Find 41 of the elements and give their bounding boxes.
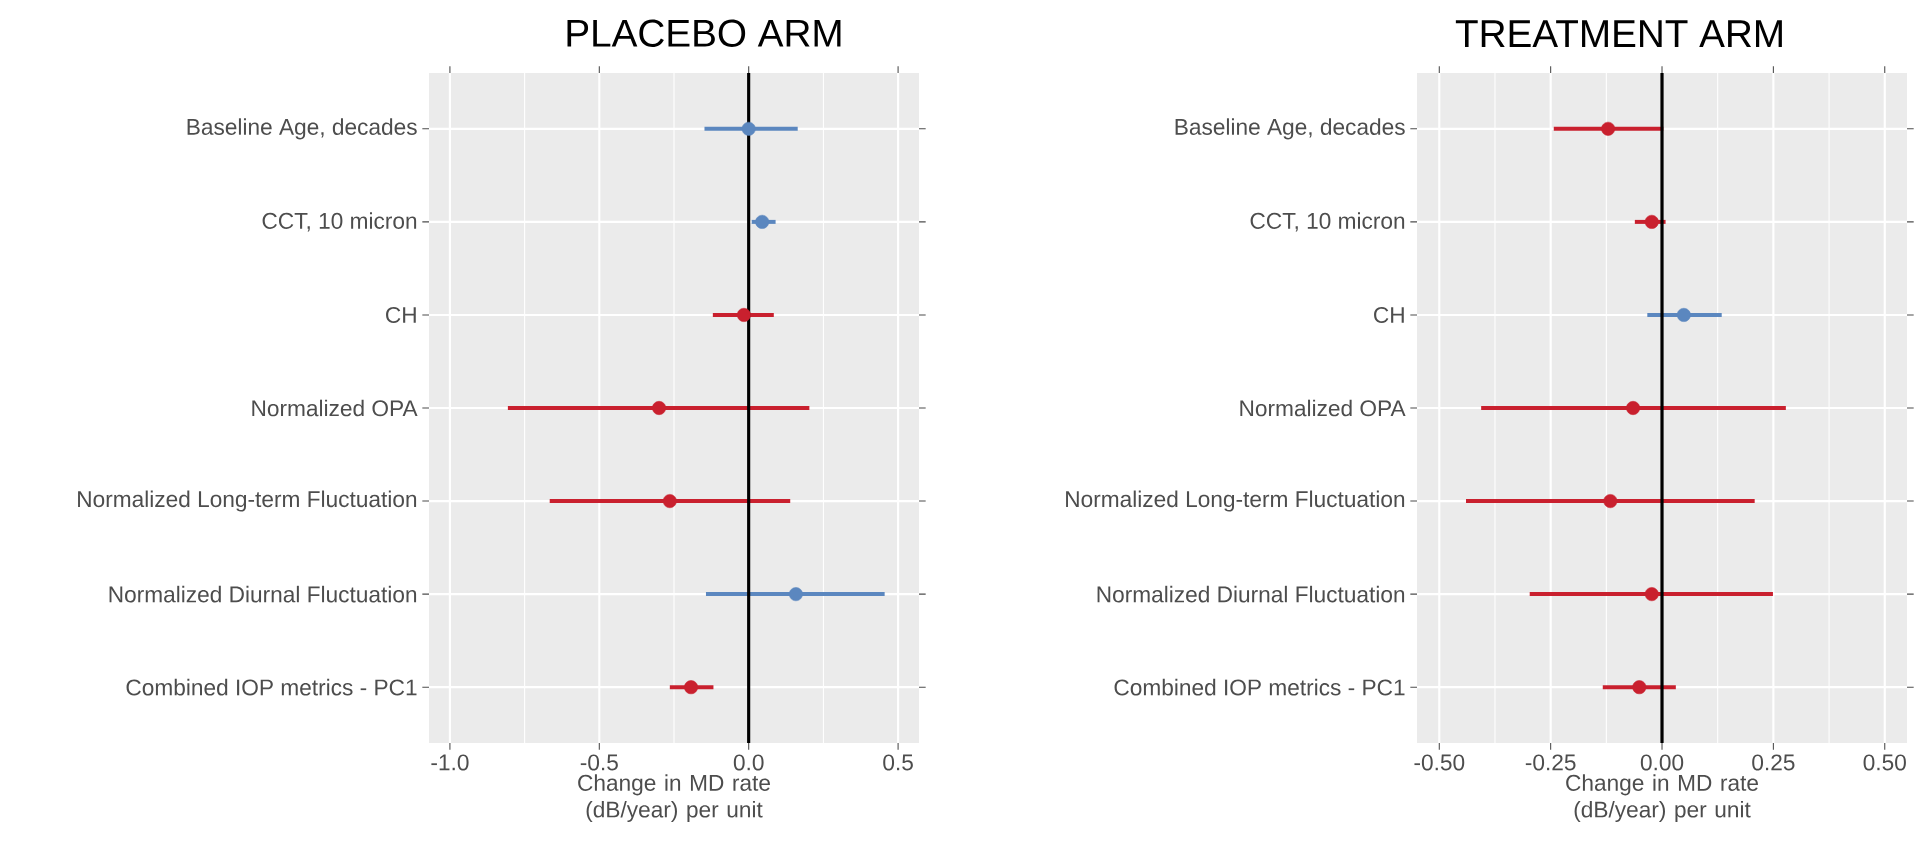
point [1603,494,1618,508]
y-tick-label: CH [1374,306,1404,323]
y-tick-label: Baseline Age, decades [187,118,417,140]
y-tick-label: Normalized OPA [252,399,418,417]
x-tick-label: -1.0 [431,754,469,771]
y-tick-label: Baseline Age, decades [1175,118,1405,140]
y-tick-label: Normalized OPA [1240,399,1406,417]
x-tick-label: -0.5 [580,754,618,771]
point [1626,401,1640,415]
point [788,587,803,602]
y-tick-label: Normalized Long-term Fluctuation [1066,490,1405,512]
y-tick-label: Normalized Diurnal Fluctuation [1097,585,1405,603]
y-tick-label: CCT, 10 micron [262,212,417,232]
point [736,308,751,322]
chart-title: TREATMENT ARM [1455,20,1782,47]
y-tick-label: Normalized Diurnal Fluctuation [109,585,417,603]
x-axis-title: Change in MD rate (dB/year) per unit [578,774,770,823]
y-tick-label: Combined IOP metrics - PC1 [1114,678,1405,696]
x-tick-label: 0.5 [883,754,913,771]
chart-title: PLACEBO ARM [567,19,841,47]
point [652,401,666,415]
x-tick-label: 0.25 [1752,754,1795,771]
point [1601,121,1616,136]
y-tick-label: Normalized Long-term Fluctuation [78,490,417,512]
point [662,494,677,508]
x-axis-title: Change in MD rate (dB/year) per unit [1566,774,1758,823]
x-tick-label: 0.00 [1640,754,1684,771]
y-tick-label: Combined IOP metrics - PC1 [126,678,417,696]
point [684,680,698,695]
x-tick-label: -0.50 [1414,754,1465,771]
point [1676,308,1691,322]
point [755,214,770,229]
point [1644,587,1659,602]
x-tick-label: 0.0 [733,754,764,771]
point [1632,680,1647,695]
x-tick-label: 0.50 [1863,754,1906,771]
point [1644,214,1659,229]
y-tick-label: CCT, 10 micron [1250,212,1405,232]
x-tick-label: -0.25 [1525,754,1576,771]
y-tick-label: CH [386,306,416,323]
point [741,121,756,136]
